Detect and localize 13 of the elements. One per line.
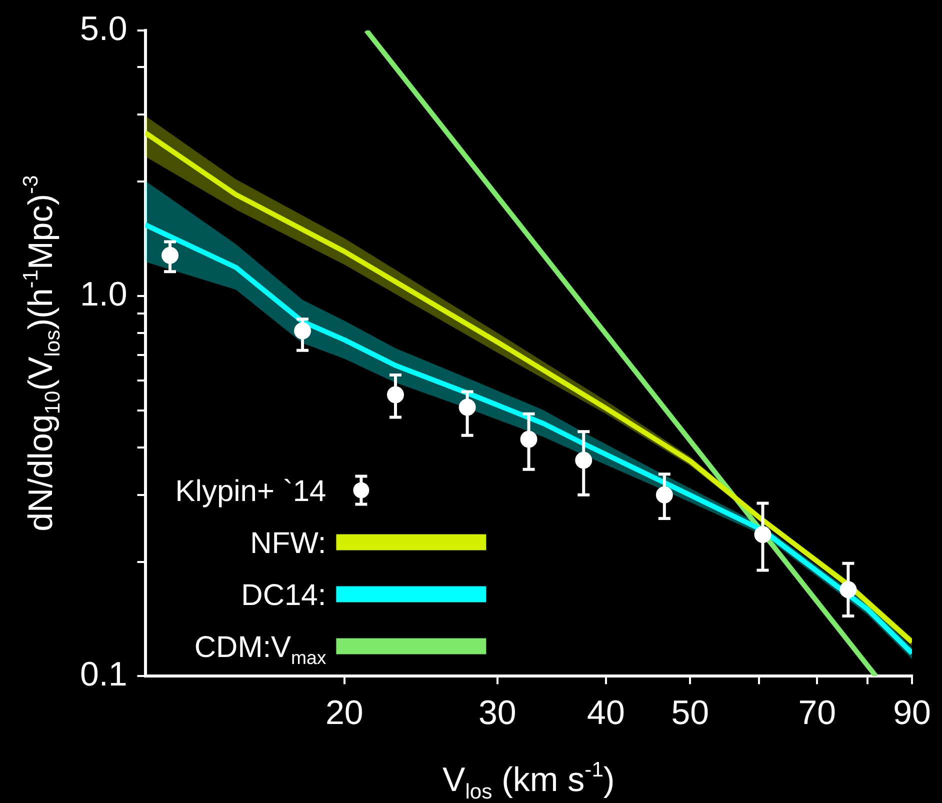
x-tick-label: 70 [798, 694, 836, 732]
x-tick-label: 20 [325, 694, 364, 732]
y-tick-label: 0.1 [80, 656, 128, 694]
legend-label: Klypin+ `14 [175, 475, 326, 508]
y-tick-label: 1.0 [80, 275, 128, 314]
x-tick-label: 90 [893, 694, 931, 732]
y-tick-label: 5.0 [80, 10, 128, 48]
legend-label: DC14: [241, 579, 326, 612]
x-tick-label: 40 [587, 694, 625, 732]
x-tick-label: 50 [671, 694, 710, 732]
y-axis-title: dN/dlog10(Vlos)(h-1Mpc)-3 [20, 175, 64, 532]
legend-label: NFW: [250, 527, 326, 560]
x-tick-label: 30 [478, 694, 516, 732]
